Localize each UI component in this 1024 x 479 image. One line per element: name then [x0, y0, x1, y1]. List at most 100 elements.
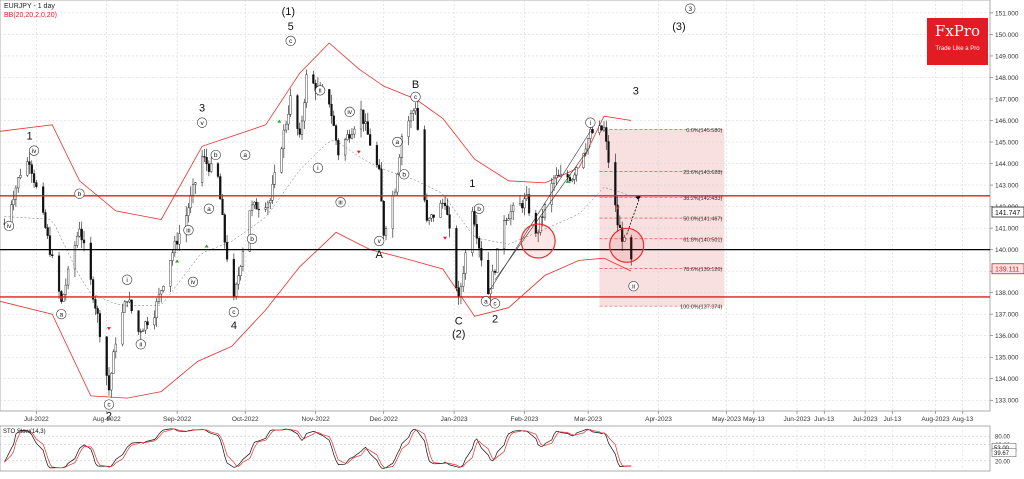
wave-label: 3	[633, 85, 639, 97]
fibonacci-level-label: 23.6%(143.628)	[683, 170, 722, 176]
candle-body	[430, 214, 433, 219]
candle-body	[219, 176, 222, 200]
candle-body	[296, 95, 299, 129]
wave-label: C	[455, 316, 463, 328]
y-tick-label: 138.000	[995, 290, 1019, 297]
candle-body	[334, 125, 338, 141]
candle-body	[44, 212, 47, 228]
x-tick-label: Jun-13	[814, 416, 834, 423]
wave-label-circle	[374, 235, 385, 247]
candle-body	[114, 343, 117, 352]
y-tick-label: 133.000	[995, 398, 1019, 405]
candle-body	[78, 228, 81, 237]
candle-body	[282, 129, 285, 150]
candle-body	[171, 252, 174, 261]
candle-body	[586, 138, 590, 150]
candle-body	[255, 201, 258, 210]
candle-body	[489, 288, 492, 295]
wave-label-circle	[28, 145, 40, 156]
fibonacci-level-label: 0.0%(145.580)	[686, 128, 722, 134]
candle-body	[523, 198, 526, 209]
candle-body	[423, 129, 426, 201]
candle-body	[73, 245, 77, 270]
wave-label: a	[59, 311, 63, 318]
wave-label: a	[243, 152, 247, 159]
candle-body	[455, 228, 458, 288]
x-tick-label: May-13	[743, 416, 765, 423]
wave-label-circle	[474, 203, 485, 214]
candle-body	[250, 204, 254, 211]
wave-label: b	[78, 191, 82, 198]
candle-body	[364, 121, 367, 124]
wave-label: A	[376, 249, 384, 261]
candle-body	[439, 203, 442, 218]
wave-label-circle	[399, 169, 410, 180]
candle-body	[51, 254, 54, 257]
wave-label: ii	[632, 283, 635, 290]
logo-brand: FxPro	[934, 22, 981, 40]
sto-tick-label: 80.00	[995, 435, 1011, 441]
wave-label: ii	[319, 88, 322, 95]
candle-body	[48, 235, 52, 255]
fxpro-logo: FxPro Trade Like a Pro	[927, 18, 988, 65]
signal-arrow-icon	[277, 119, 282, 123]
signal-arrow-icon	[443, 236, 448, 240]
candle-body	[112, 351, 115, 374]
candle-body	[332, 115, 335, 126]
wave-label-circle	[183, 225, 194, 236]
x-tick-label: Feb-2023	[511, 416, 539, 423]
wave-label-circle	[122, 274, 133, 285]
candle-body	[305, 74, 308, 103]
candle-body	[557, 175, 560, 177]
wave-label-circle	[344, 106, 355, 117]
candle-body	[30, 164, 33, 174]
wave-label: 1	[469, 178, 475, 190]
candle-body	[509, 211, 512, 219]
candle-body	[443, 202, 447, 207]
x-tick-label: Jan-2023	[441, 416, 468, 423]
wave-label-circle	[210, 149, 221, 161]
candle-body	[287, 114, 290, 125]
sto-tick-label: 20.00	[995, 459, 1011, 465]
candle-body	[123, 301, 126, 313]
fibonacci-level-label: 50.0%(141.467)	[683, 217, 722, 223]
candle-body	[257, 208, 260, 210]
y-tick-label: 146.000	[995, 118, 1019, 125]
candle-body	[366, 121, 369, 135]
candle-body	[369, 134, 372, 146]
candle-body	[591, 129, 594, 133]
chart-title: EURJPY - 1 day	[4, 3, 55, 10]
candle-body	[493, 270, 497, 273]
x-tick-label: Aug-2023	[921, 416, 950, 423]
wave-label-circle	[585, 117, 596, 128]
candle-body	[178, 233, 181, 245]
candle-body	[487, 260, 490, 295]
bollinger-middle-band	[4, 140, 632, 306]
candle-body	[121, 312, 124, 345]
candle-body	[412, 110, 415, 114]
trend-line	[494, 146, 591, 280]
x-tick-label: Aug-13	[952, 416, 973, 423]
candle-body	[457, 287, 460, 297]
candle-body	[505, 219, 508, 221]
candle-body	[396, 174, 399, 193]
candle-body	[353, 128, 356, 135]
y-tick-label: 141.000	[995, 226, 1019, 233]
candle-body	[630, 237, 633, 260]
y-tick-label: 137.000	[995, 312, 1019, 319]
candle-body	[414, 108, 417, 112]
candle-body	[225, 242, 229, 260]
candle-body	[346, 134, 349, 140]
sto-d-line	[4, 428, 632, 469]
candle-body	[141, 329, 145, 333]
candle-body	[600, 125, 603, 131]
candle-body	[527, 194, 531, 214]
sto-marker-box	[991, 448, 1017, 457]
wave-label: 3	[199, 103, 205, 115]
candle-body	[566, 174, 569, 178]
candle-body	[221, 198, 224, 215]
wave-label-circle	[628, 281, 639, 292]
x-tick-label: Jul-2022	[24, 416, 49, 423]
candle-body	[462, 273, 465, 287]
candle-body	[464, 252, 467, 274]
